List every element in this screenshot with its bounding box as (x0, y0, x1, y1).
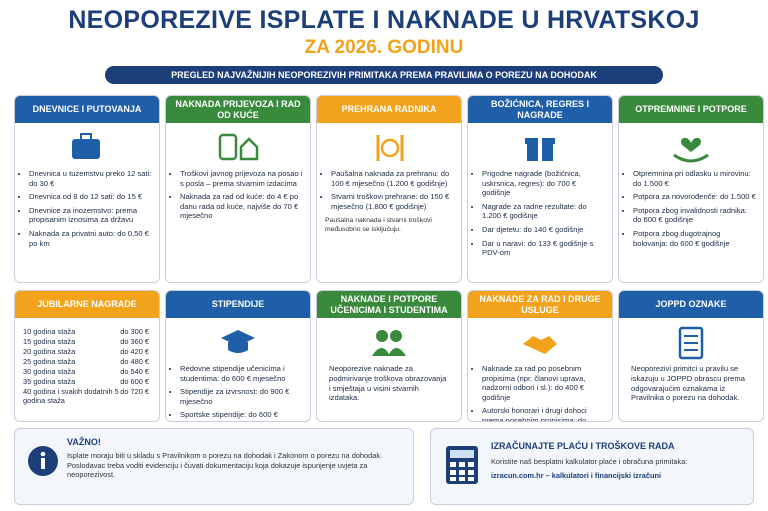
jubilee-amount: do 540 € (120, 366, 149, 376)
banner: PREGLED NAJVAŽNIJIH NEOPOREZIVIH PRIMITA… (105, 66, 663, 84)
card-icon (72, 133, 100, 159)
jubilee-years: 25 godina staža (23, 356, 76, 366)
card-item: Dnevnica od 8 do 12 sati: do 15 € (29, 192, 153, 202)
title: NEOPOREZIVE ISPLATE I NAKNADE U HRVATSKO… (68, 6, 700, 34)
card: NAKNADE I POTPORE UČENICIMA I STUDENTIMA… (316, 290, 462, 422)
card-icon (673, 137, 709, 163)
card-title: DNEVNICE I PUTOVANJA (15, 96, 159, 123)
promo-box: IZRAČUNAJTE PLAĆU I TROŠKOVE RADA Korist… (430, 428, 754, 505)
jubilee-row: 35 godina staža do 600 € (23, 376, 149, 386)
card-title: NAKNADE ZA RAD I DRUGE USLUGE (468, 291, 612, 318)
card: DNEVNICE I PUTOVANJA Dnevnica u tuzemstvu… (14, 95, 160, 283)
card-item: Prigodne nagrade (božićnica, uskrsnica, … (482, 169, 606, 198)
promo-link[interactable]: izracun.com.hr – kalkulatori i financijs… (491, 471, 662, 480)
card-item: Redovne stipendije učenicima i studentim… (180, 364, 304, 383)
card-note: Paušalna naknada i stvarni troškovi među… (325, 217, 432, 233)
jubilee-amount: do 360 € (120, 336, 149, 346)
card-title: BOŽIĆNICA, REGRES I NAGRADE (468, 96, 612, 123)
card-item: Naknada za privatni auto: do 0,50 € po k… (29, 229, 153, 248)
card: STIPENDIJE Redovne stipendije učenicima i… (165, 290, 311, 422)
card-title: NAKNADE I POTPORE UČENICIMA I STUDENTIMA (317, 291, 461, 318)
note-title: VAŽNO! (67, 437, 101, 447)
jubilee-years: 15 godina staža (23, 336, 76, 346)
jubilee-table: 10 godina staža do 300 € 15 godina staža do… (23, 326, 149, 405)
card-icon (525, 138, 555, 161)
info-icon (28, 446, 58, 476)
card-item: Potpora zbog invalidnosti radnika: do 60… (633, 206, 757, 225)
jubilee-amount: do 600 € (120, 376, 149, 386)
card-item: Paušalna naknada za prehranu: do 100 € m… (331, 169, 455, 188)
card-title: JUBILARNE NAGRADE (15, 291, 159, 318)
card-list: Otpremnina pri odlasku u mirovinu: do 1.… (619, 169, 763, 248)
card-item: Autorski honorari i drugi dohoci prema p… (482, 406, 606, 421)
card-icon (372, 330, 406, 356)
card-item: Troškovi javnog prijevoza na posao i s p… (180, 169, 304, 188)
card-list: Naknade za rad po posebnim propisima (np… (468, 364, 612, 421)
note-text: Isplate moraju biti u skladu s Pravilnik… (67, 451, 383, 480)
jubilee-amount: do 420 € (120, 346, 149, 356)
card-title: JOPPD OZNAKE (619, 291, 763, 318)
jubilee-amount: do 300 € (120, 326, 149, 336)
subtitle: ZA 2026. GODINU (304, 37, 464, 58)
card: NAKNADA PRIJEVOZA I RAD OD KUĆE Troškovi … (165, 95, 311, 283)
card-title: OTPREMNINE I POTPORE (619, 96, 763, 123)
card-text: Neoporezive naknade za podmirivanje troš… (329, 364, 447, 403)
jubilee-row: 40 godina i svakih dodatnih 5 godina sta… (23, 386, 149, 405)
card-list: Dnevnica u tuzemstvu preko 12 sati: do 3… (15, 169, 159, 248)
card-item: Potpora zbog dugotrajnog bolovanja: do 6… (633, 229, 757, 248)
jubilee-amount: do 720 € (120, 386, 149, 396)
card-item: Dnevnice za inozemstvo: prema propisanim… (29, 206, 153, 225)
card-item: Dar djetetu: do 140 € godišnje (482, 225, 606, 235)
jubilee-years: 30 godina staža (23, 366, 76, 376)
card-title: STIPENDIJE (166, 291, 310, 318)
promo-text: Koristite naš besplatni kalkulator plaće… (491, 457, 688, 466)
card-text: Neoporezivi primitci u pravilu se iskazu… (631, 364, 745, 403)
jubilee-years: 40 godina i svakih dodatnih 5 godina sta… (23, 386, 119, 405)
card-item: Dnevnica u tuzemstvu preko 12 sati: do 3… (29, 169, 153, 188)
card-icon (376, 135, 404, 161)
jubilee-row: 15 godina staža do 360 € (23, 336, 149, 346)
promo-title: IZRAČUNAJTE PLAĆU I TROŠKOVE RADA (491, 441, 675, 451)
card-list: Troškovi javnog prijevoza na posao i s p… (166, 169, 310, 221)
jubilee-row: 20 godina staža do 420 € (23, 346, 149, 356)
card-title: PREHRANA RADNIKA (317, 96, 461, 123)
card: BOŽIĆNICA, REGRES I NAGRADE Prigodne nagr… (467, 95, 613, 283)
jubilee-years: 35 godina staža (23, 376, 76, 386)
jubilee-row: 30 godina staža do 540 € (23, 366, 149, 376)
card-title: NAKNADA PRIJEVOZA I RAD OD KUĆE (166, 96, 310, 123)
card-icon (678, 326, 704, 360)
card-item: Stipendije za izvrsnost: do 900 € mjeseč… (180, 387, 304, 406)
card: PREHRANA RADNIKA Paušalna naknada za preh… (316, 95, 462, 283)
card-item: Dar u naravi: do 133 € godišnje s PDV-om (482, 239, 606, 258)
card: OTPREMNINE I POTPORE Otpremnina pri odlas… (618, 95, 764, 283)
card-item: Naknade za rad po posebnim propisima (np… (482, 364, 606, 402)
card-icon (221, 330, 255, 353)
card-item: Sportske stipendije: do 600 € mjesečno (180, 410, 304, 421)
card-item: Nagrade za radne rezultate: do 1.200 € g… (482, 202, 606, 221)
card: JUBILARNE NAGRADE 10 godina staža do 300 €… (14, 290, 160, 422)
jubilee-years: 10 godina staža (23, 326, 76, 336)
card-list: Paušalna naknada za prehranu: do 100 € m… (317, 169, 461, 211)
card: JOPPD OZNAKE Neoporezivi primitci u pravi… (618, 290, 764, 422)
note-box: VAŽNO! Isplate moraju biti u skladu s Pr… (14, 428, 414, 505)
card-icon (218, 133, 259, 161)
card-item: Potpora za novorođenče: do 1.500 € (633, 192, 757, 202)
jubilee-row: 10 godina staža do 300 € (23, 326, 149, 336)
card-list: Prigodne nagrade (božićnica, uskrsnica, … (468, 169, 612, 258)
card-item: Naknada za rad od kuće: do 4 € po danu r… (180, 192, 304, 221)
card-item: Stvarni troškovi prehrane: do 150 € mjes… (331, 192, 455, 211)
jubilee-row: 25 godina staža do 480 € (23, 356, 149, 366)
card: NAKNADE ZA RAD I DRUGE USLUGE Naknade za … (467, 290, 613, 422)
card-item: Otpremnina pri odlasku u mirovinu: do 1.… (633, 169, 757, 188)
jubilee-amount: do 480 € (120, 356, 149, 366)
card-icon (523, 336, 557, 354)
card-list: Redovne stipendije učenicima i studentim… (166, 364, 310, 421)
jubilee-years: 20 godina staža (23, 346, 76, 356)
calculator-icon (446, 446, 478, 484)
